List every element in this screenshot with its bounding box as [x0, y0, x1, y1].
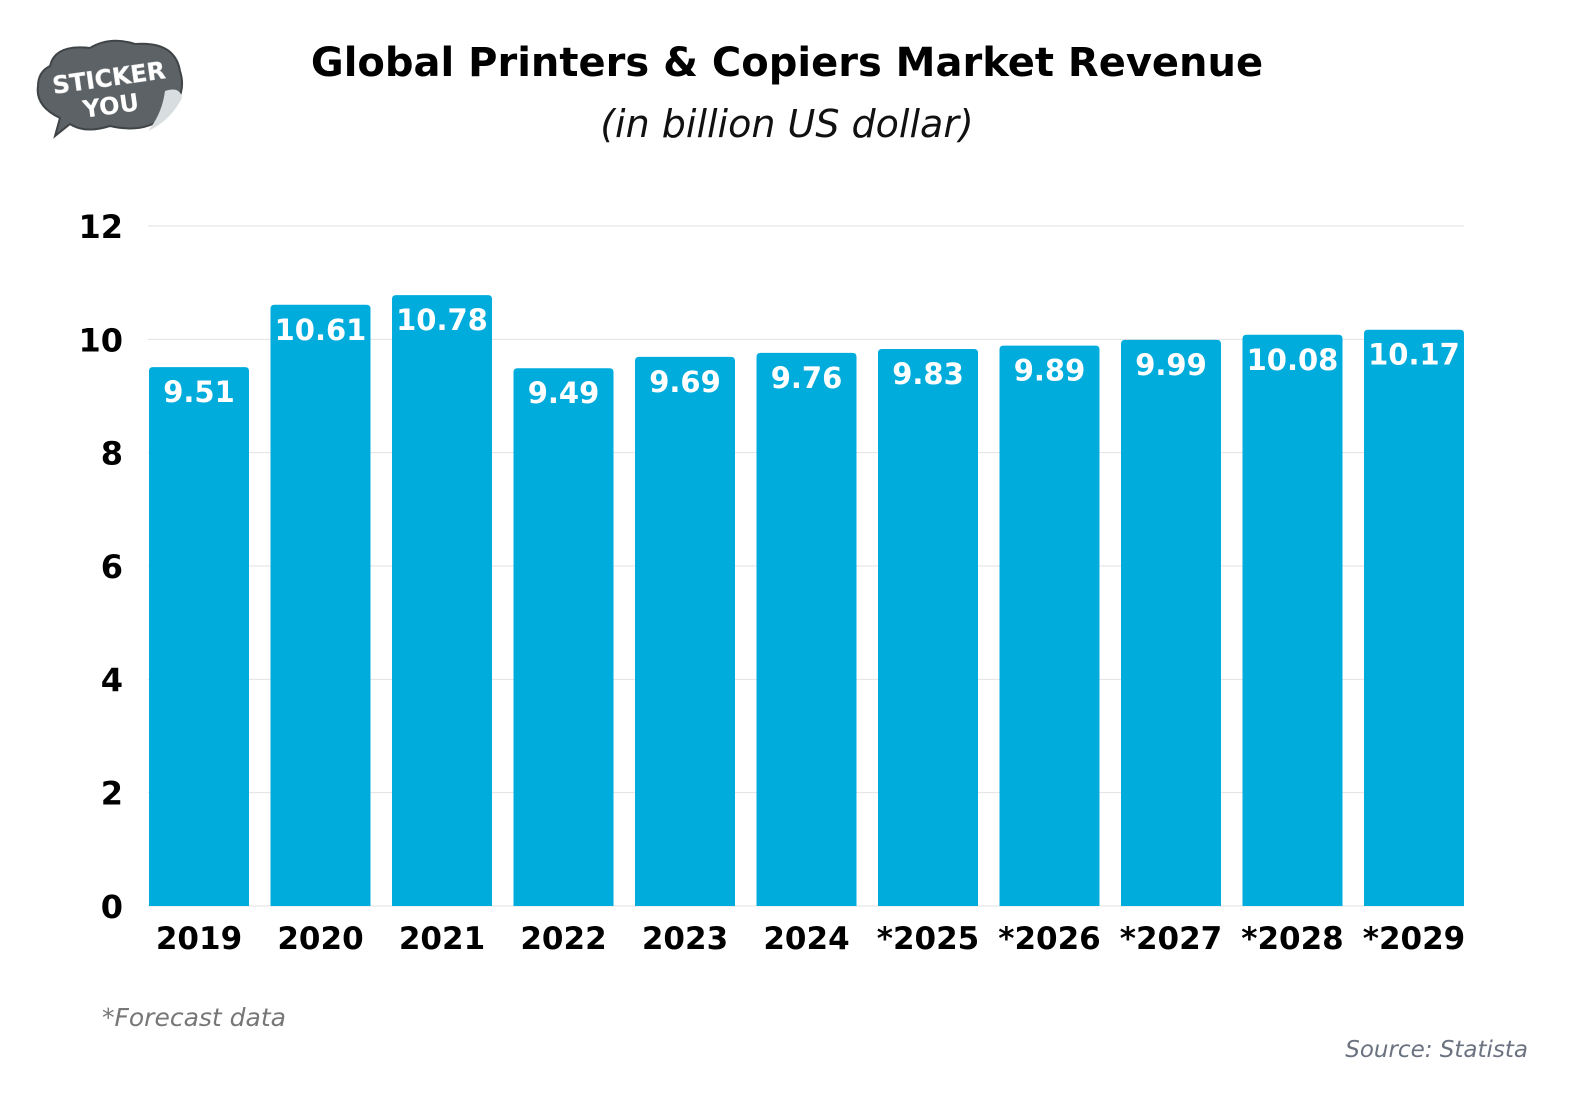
data-label: 9.89 [1014, 354, 1086, 388]
data-label: 9.76 [771, 361, 843, 395]
y-tick-label: 10 [78, 321, 123, 359]
x-tick-label: 2021 [399, 921, 485, 957]
bar [1364, 329, 1464, 906]
bar [878, 348, 978, 906]
x-tick-label: *2029 [1363, 921, 1466, 957]
footnote: *Forecast data [102, 1003, 286, 1032]
x-tick-label: 2024 [763, 921, 849, 957]
y-tick-label: 12 [78, 208, 123, 246]
x-tick-label: 2019 [156, 921, 242, 957]
y-tick-label: 8 [101, 435, 123, 473]
bar [635, 356, 735, 906]
bar [513, 368, 614, 906]
bar [999, 345, 1100, 907]
data-label: 10.17 [1368, 338, 1460, 372]
x-tick-label: 2023 [642, 921, 728, 957]
x-tick-label: *2028 [1241, 921, 1344, 957]
data-label: 9.83 [892, 357, 964, 391]
bar [392, 295, 492, 907]
bar [1242, 334, 1343, 906]
x-tick-label: *2027 [1120, 921, 1223, 957]
data-label: 9.69 [649, 365, 721, 399]
x-tick-label: 2022 [520, 921, 606, 957]
data-label: 10.61 [275, 313, 367, 347]
y-tick-label: 0 [101, 888, 123, 926]
y-tick-label: 2 [101, 775, 123, 813]
data-label: 10.08 [1247, 343, 1339, 377]
bar [1121, 339, 1221, 906]
y-tick-label: 6 [101, 548, 123, 586]
bar [270, 304, 371, 906]
x-tick-label: *2025 [877, 921, 980, 957]
y-tick-label: 4 [101, 661, 123, 699]
chart-subtitle: (in billion US dollar) [600, 102, 974, 146]
data-label: 9.49 [528, 376, 600, 410]
chart-title: Global Printers & Copiers Market Revenue [310, 40, 1264, 86]
bar [149, 367, 249, 907]
x-tick-label: 2020 [277, 921, 363, 957]
x-tick-label: *2026 [998, 921, 1101, 957]
source-label: Source: Statista [1345, 1037, 1528, 1063]
data-label: 10.78 [396, 303, 488, 337]
data-label: 9.99 [1135, 348, 1207, 382]
bar [756, 352, 857, 906]
data-label: 9.51 [163, 375, 235, 409]
stickeryou-logo: STICKER YOU [30, 36, 190, 145]
